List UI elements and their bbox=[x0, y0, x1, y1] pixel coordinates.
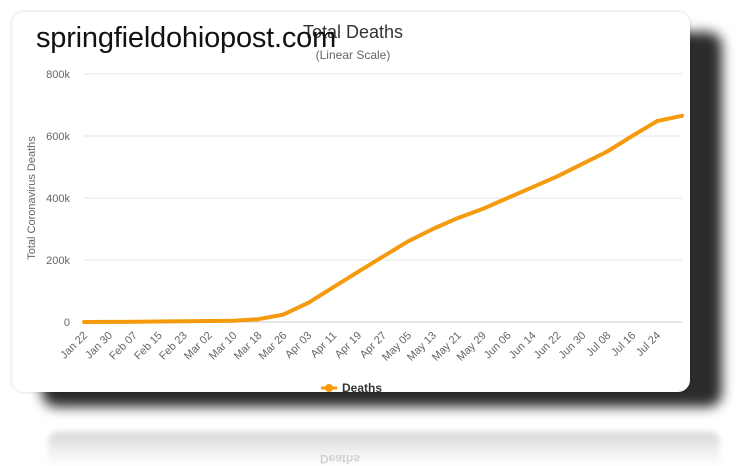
series-line-deaths[interactable] bbox=[82, 113, 684, 324]
line-chart: Total Deaths (Linear Scale) Total Corona… bbox=[26, 22, 684, 392]
x-tick-label: Jun 14 bbox=[507, 330, 539, 362]
x-tick-label: Jun 22 bbox=[532, 330, 564, 362]
y-tick-label: 0 bbox=[64, 317, 70, 329]
chart-card: Total Deaths (Linear Scale) Total Corona… bbox=[12, 12, 690, 392]
x-tick-label: Jun 06 bbox=[482, 330, 514, 362]
grid-lines bbox=[84, 73, 682, 323]
legend[interactable]: Deaths bbox=[321, 381, 382, 392]
legend-marker-deaths bbox=[325, 384, 333, 392]
x-tick-label: Apr 11 bbox=[308, 330, 339, 361]
y-axis-ticks: 0 200k 400k 600k 800k bbox=[46, 69, 70, 329]
chart-title: Total Deaths bbox=[303, 22, 403, 42]
x-tick-label: Mar 26 bbox=[257, 330, 290, 363]
y-tick-label: 200k bbox=[46, 255, 70, 267]
reflection-legend-label: Deaths bbox=[320, 452, 361, 466]
series-lines bbox=[82, 113, 684, 324]
x-tick-label: Jun 30 bbox=[557, 330, 589, 362]
x-tick-label: Jul 24 bbox=[634, 330, 663, 359]
x-tick-label: Jan 22 bbox=[58, 330, 90, 362]
card-reflection bbox=[48, 432, 720, 466]
x-tick-label: Jul 08 bbox=[584, 330, 613, 359]
legend-label-deaths: Deaths bbox=[342, 381, 382, 392]
chart-subtitle: (Linear Scale) bbox=[316, 48, 391, 62]
watermark: springfieldohiopost.com bbox=[36, 22, 337, 54]
y-tick-label: 800k bbox=[46, 69, 70, 81]
y-tick-label: 400k bbox=[46, 193, 70, 205]
y-axis-label: Total Coronavirus Deaths bbox=[26, 136, 38, 260]
x-tick-label: Jul 16 bbox=[609, 330, 638, 359]
x-tick-label: Apr 19 bbox=[333, 330, 364, 361]
x-tick-label: Apr 03 bbox=[283, 330, 314, 361]
y-tick-label: 600k bbox=[46, 131, 70, 143]
